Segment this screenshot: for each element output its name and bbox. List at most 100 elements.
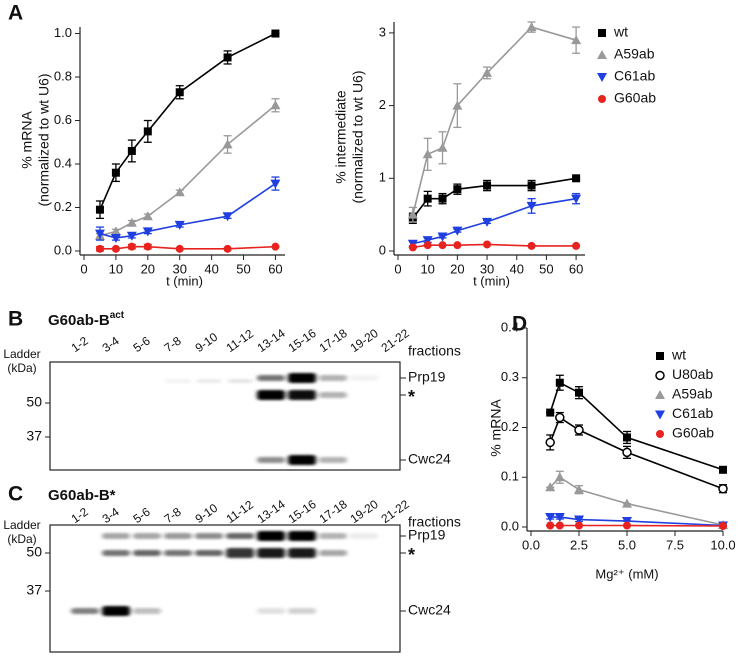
ladder-mark: 37: [26, 582, 42, 598]
legend-marker: [655, 410, 665, 420]
ladder-mark: 50: [26, 544, 42, 560]
lane-label: 7-8: [162, 333, 185, 355]
band: [257, 608, 285, 614]
marker: [271, 242, 280, 251]
band: [226, 548, 254, 558]
marker: [572, 174, 581, 183]
band: [102, 550, 130, 556]
series-line: [412, 26, 577, 215]
marker: [126, 217, 137, 227]
marker: [408, 243, 417, 252]
band: [288, 455, 316, 465]
band: [288, 373, 316, 383]
legend-label: wt: [671, 347, 686, 363]
marker: [554, 472, 565, 482]
marker: [110, 233, 121, 243]
y-axis-label: % intermediate: [333, 90, 349, 184]
legend-marker: [597, 73, 607, 82]
marker: [407, 209, 418, 219]
band: [197, 379, 221, 383]
band: [319, 457, 347, 463]
marker: [574, 425, 584, 435]
blot-title-sup: act: [110, 310, 125, 321]
y-axis-label: % mRNA: [488, 399, 504, 457]
blot-title: G60ab-Bact: [48, 310, 125, 329]
marker: [622, 447, 632, 458]
band: [288, 390, 316, 400]
band-label: *: [408, 387, 415, 407]
lane-label: 21-22: [379, 497, 412, 526]
marker: [719, 465, 727, 474]
marker: [482, 67, 493, 77]
y-axis-label: % mRNA: [19, 111, 35, 169]
marker: [111, 168, 120, 177]
marker: [482, 217, 493, 227]
lanes-label: fractions: [408, 514, 461, 530]
x-tick-label: 40: [509, 261, 523, 276]
lane-label: 7-8: [162, 504, 185, 526]
marker: [175, 244, 184, 253]
y-tick-label: 0.6: [54, 112, 72, 127]
lane-label: 9-10: [193, 501, 221, 526]
ladder-mark: 37: [26, 428, 42, 444]
marker: [142, 227, 153, 237]
y-tick-label: 0.3: [501, 369, 519, 384]
marker: [223, 53, 232, 62]
x-tick-label: 60: [569, 261, 583, 276]
x-tick-label: 50: [236, 261, 250, 276]
band: [288, 531, 316, 541]
marker: [222, 212, 233, 222]
blot: [49, 524, 401, 653]
lane-label: 11-12: [224, 497, 257, 526]
x-tick-label: 2.5: [570, 537, 588, 552]
band: [257, 457, 285, 463]
marker: [127, 146, 136, 155]
marker: [546, 408, 555, 417]
marker: [527, 241, 536, 250]
legend-marker: [656, 352, 664, 360]
x-tick-label: 7.5: [666, 537, 684, 552]
marker: [527, 181, 536, 190]
legend-label: C61ab: [614, 68, 655, 84]
marker: [718, 483, 728, 494]
band: [133, 608, 161, 614]
band: [319, 550, 347, 556]
band: [257, 531, 285, 541]
marker: [422, 236, 433, 246]
marker: [222, 139, 233, 149]
band: [319, 375, 347, 381]
marker: [526, 22, 537, 32]
lane-label: 9-10: [193, 330, 221, 355]
marker: [623, 433, 631, 442]
marker: [438, 241, 447, 250]
lane-label: 17-18: [317, 326, 350, 355]
marker: [575, 388, 583, 397]
legend-label: wt: [613, 24, 628, 40]
legend-marker: [598, 29, 606, 37]
y-axis-label: (normalized to wt U6): [36, 73, 52, 206]
band: [288, 548, 316, 558]
lanes-label: fractions: [408, 343, 461, 359]
marker: [95, 244, 104, 253]
marker: [546, 521, 555, 530]
series-line: [99, 182, 276, 239]
marker: [270, 100, 281, 110]
y-tick-label: 0.0: [54, 242, 72, 257]
marker: [574, 484, 584, 494]
marker: [143, 127, 152, 136]
marker: [555, 378, 564, 387]
band: [319, 533, 347, 539]
band-label: Prp19: [408, 369, 446, 385]
marker: [452, 226, 463, 236]
band: [102, 533, 130, 539]
lane-label: 1-2: [69, 504, 92, 526]
marker: [174, 220, 185, 230]
marker: [483, 240, 492, 249]
marker: [453, 185, 462, 194]
series-line: [412, 243, 577, 249]
marker: [483, 181, 492, 190]
lane-label: 13-14: [255, 326, 288, 355]
x-tick-label: 30: [480, 261, 494, 276]
lane-label: 3-4: [100, 504, 123, 526]
